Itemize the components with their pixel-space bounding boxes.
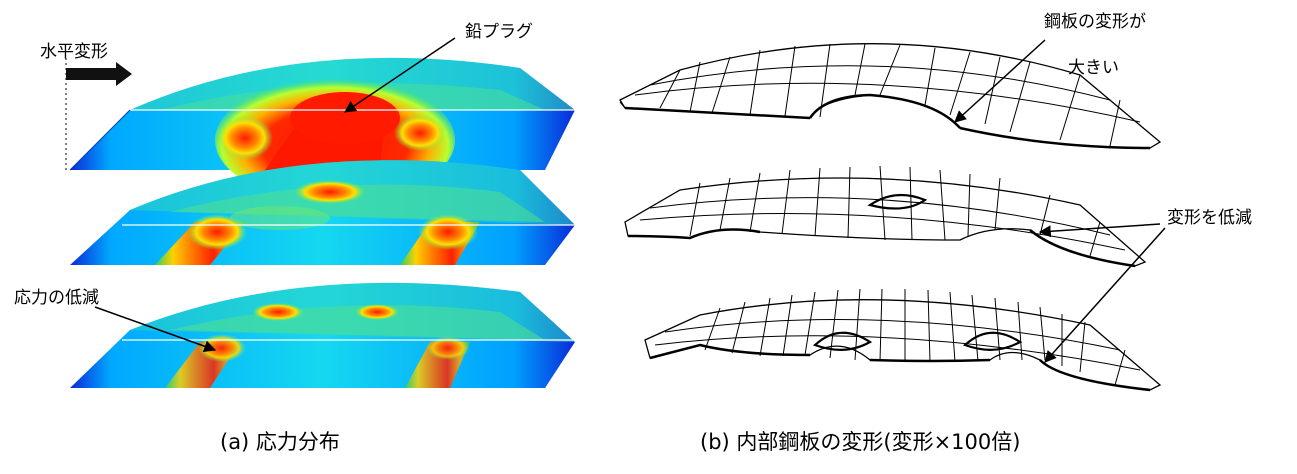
label-lead-plug: 鉛プラグ [465,22,533,42]
caption-panel-b: (b) 内部鋼板の変形(変形×100倍) [700,430,1021,454]
lead-plug-arrow [344,37,456,113]
steel-plate-mesh-top [619,43,1162,150]
caption-panel-a: (a) 応力分布 [220,430,340,454]
label-large-deformation-line2: 大きい [1068,58,1119,78]
label-large-deformation-line1: 鋼板の変形が [1044,12,1146,32]
deformation-reduced-arrow-upper [1038,223,1161,238]
steel-plate-mesh-middle [624,165,1147,268]
steel-plate-mesh-bottom [644,288,1162,392]
stress-slab-middle [70,160,575,265]
stress-reduction-arrow [94,306,217,353]
stress-slab-bottom [70,282,575,388]
deformation-reduced-arrow-lower [1044,227,1166,363]
label-horizontal-deformation: 水平変形 [40,42,108,62]
large-deformation-arrow [954,39,1046,123]
label-stress-reduction: 応力の低減 [14,288,99,308]
horizontal-deformation-arrow-icon [66,62,132,86]
label-deformation-reduced: 変形を低減 [1167,208,1252,228]
